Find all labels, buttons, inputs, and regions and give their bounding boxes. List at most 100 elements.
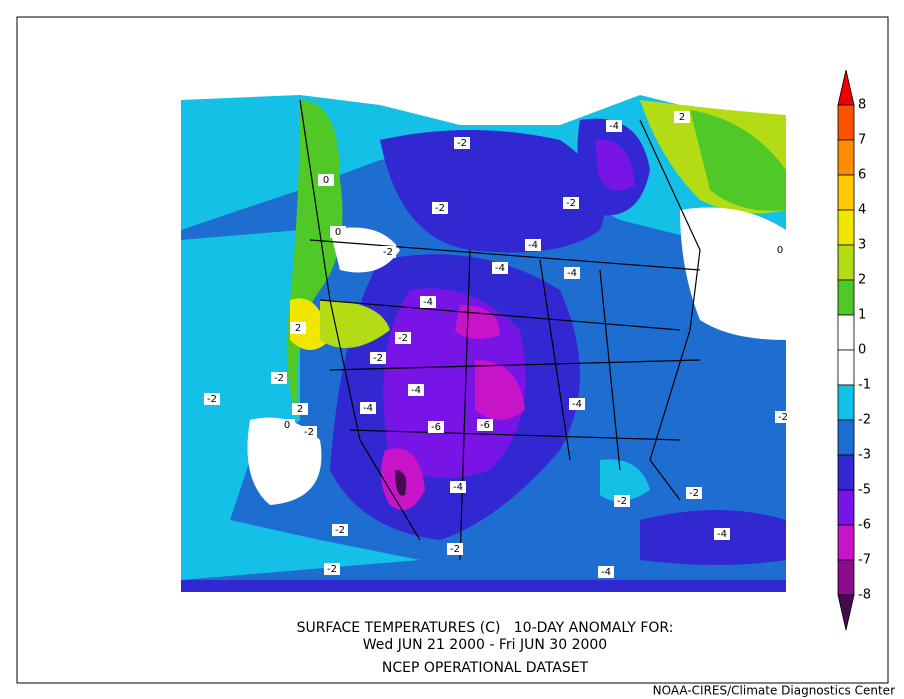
contour-label: -4 [453,482,463,493]
contour-label-box [428,421,444,433]
region [640,510,786,565]
contour-label: -2 [383,247,393,258]
boundaries [299,99,701,561]
colorbar-label: -5 [858,483,871,498]
contour-label: -2 [450,544,460,555]
colorbar-label: -8 [858,588,871,603]
colorbar-segment [837,104,855,141]
colorbar-segment [837,489,855,526]
colorbar-label: 4 [858,203,866,218]
contour-label: -2 [778,412,788,423]
colorbar-segment [837,454,855,491]
contour-label: -2 [373,353,383,364]
contour-label-box [360,402,376,414]
contour-label: -4 [609,121,619,132]
contour-label-box [674,111,690,123]
contour-label: -2 [689,488,699,499]
contour-label-box [477,419,493,431]
colorbar-segment [837,244,855,281]
colorbar-segment [837,559,855,596]
contour-label-box [525,239,541,251]
colorbar-label: 6 [858,168,866,183]
contour-label: 0 [777,245,783,256]
contour-label: -4 [717,529,727,540]
colorbar: 8 7 6 4 3 2 1 0 -1 -2 -3 -5 -6 -7 -8 [837,69,871,631]
region [680,207,786,340]
colorbar-segment [837,349,855,386]
contour-label: -2 [435,203,445,214]
contour-label-box [408,384,424,396]
region [181,580,786,592]
colorbar-label: 0 [858,343,866,358]
contour-label: -4 [601,567,611,578]
contour-label-box [318,174,334,186]
credit: NOAA-CIRES/Climate Diagnostics Center [653,684,895,698]
contour-label-box [370,352,386,364]
region [181,230,420,580]
contour-label: -2 [398,333,408,344]
region [395,470,407,496]
contour-label: -6 [480,420,490,431]
region [475,360,525,420]
title-line-2: Wed JUN 21 2000 - Fri JUN 30 2000 [363,637,607,653]
contour-label: -4 [411,385,421,396]
colorbar-segment [837,384,855,421]
colorbar-label: -6 [858,518,871,533]
title-line-1: SURFACE TEMPERATURES (C) 10-DAY ANOMALY … [297,620,674,636]
contour-label: -4 [572,399,582,410]
contour-label: 2 [297,404,303,415]
colorbar-segment [837,139,855,176]
contour-label: -4 [363,403,373,414]
colorbar-segment [837,419,855,456]
region [595,139,635,191]
contour-label: -2 [335,525,345,536]
title-line-3: NCEP OPERATIONAL DATASET [382,660,589,676]
contour-labels: -2 -2 -2 -4 -4 -4 -4 -4 -2 -2 -2 -2 -2 -4 -4 -4 -6 -6 -2 -4… [204,111,791,578]
colorbar-segment [837,279,855,316]
colorbar-label: -1 [858,378,871,393]
colorbar-label: 8 [858,98,866,113]
colorbar-label: 1 [858,308,866,323]
colorbar-segment [837,174,855,211]
colorbar-segment [837,594,855,631]
contour-label-box [420,296,436,308]
contour-label: 0 [323,175,329,186]
contour-label-box [432,202,448,214]
colorbar-label: 3 [858,238,866,253]
contour-label: 0 [335,227,341,238]
region [600,459,650,502]
colorbar-label: 2 [858,273,866,288]
colorbar-label: -3 [858,448,871,463]
contour-label: -4 [495,263,505,274]
region [330,227,400,273]
contour-label-box [492,262,508,274]
contour-label-box [301,426,317,438]
contour-label-box [204,393,220,405]
colorbar-segment [837,209,855,246]
contour-label: -4 [423,297,433,308]
region [181,85,786,130]
region [247,417,322,505]
contour-label: -2 [617,496,627,507]
contour-label-box [686,487,702,499]
contour-label-box [395,332,411,344]
colorbar-segment [837,524,855,561]
contour-label: 0 [284,420,290,431]
map [181,85,786,592]
contour-label-box [563,197,579,209]
region [380,130,605,253]
contour-label-box [447,543,463,555]
contour-label-box [292,403,308,415]
contour-label-box [775,411,791,423]
contour-label: -4 [567,268,577,279]
colorbar-label: -7 [858,553,871,568]
contour-label: -4 [528,240,538,251]
contour-label: -2 [274,373,284,384]
contour-label-box [279,419,295,431]
contour-label-box [290,322,306,334]
contour-label-box [714,528,730,540]
colorbar-segment [837,314,855,351]
contour-label-box [324,563,340,575]
contour-label: -6 [431,422,441,433]
contour-label-box [380,246,396,258]
